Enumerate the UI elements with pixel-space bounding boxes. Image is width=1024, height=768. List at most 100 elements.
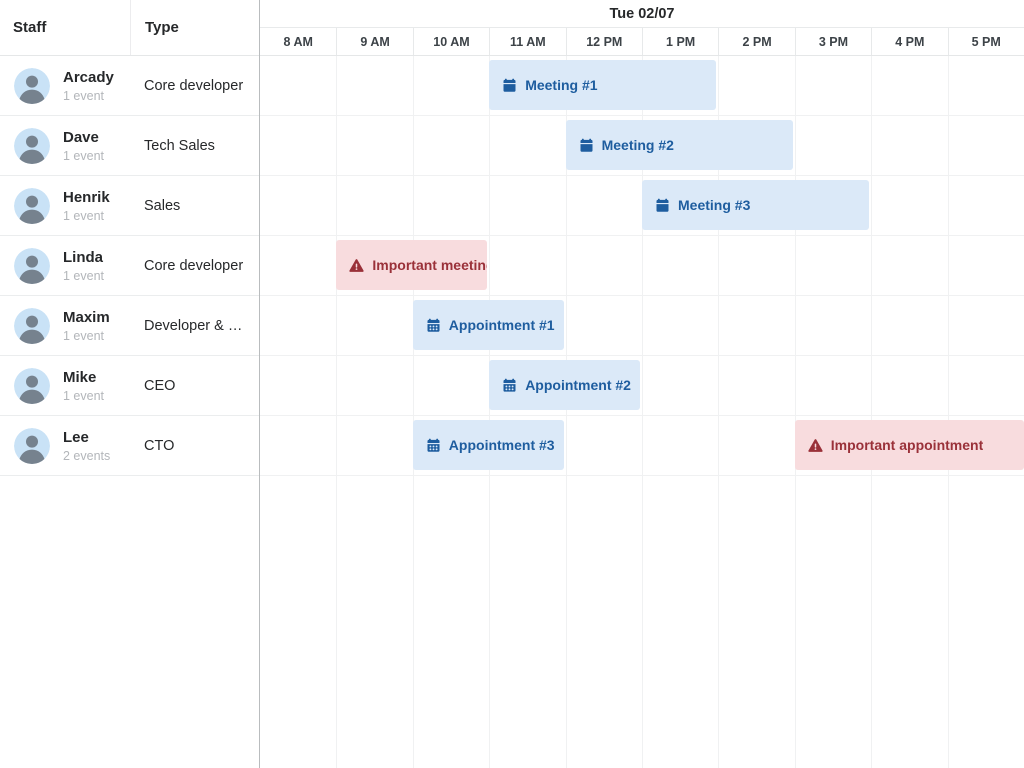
timeline-lane[interactable] [260, 296, 1024, 356]
staff-event-count: 1 event [63, 268, 105, 283]
staff-meta: Lee 2 events [63, 429, 110, 463]
calendar-icon [579, 138, 594, 153]
timeline: Tue 02/07 8 AM 9 AM 10 AM 11 AM 12 PM 1 PM 2 P… [260, 0, 1024, 768]
avatar [14, 247, 50, 284]
time-header-cell: 9 AM [336, 28, 412, 55]
grid-line [871, 56, 873, 768]
staff-name: Linda [63, 248, 103, 266]
staff-name: Mike [63, 368, 97, 386]
time-header-cell: 4 PM [871, 28, 947, 55]
time-header-cell: 11 AM [489, 28, 565, 55]
event-title: Appointment #2 [525, 377, 631, 393]
time-header-cell: 5 PM [947, 28, 1024, 55]
calendar-icon [655, 198, 670, 213]
time-header-cell: 2 PM [718, 28, 794, 55]
staff-row[interactable]: Mike 1 event CEO [0, 356, 259, 416]
event-title: Meeting #2 [601, 137, 674, 153]
event[interactable]: Important appointment [794, 420, 1024, 470]
time-header-cell: 10 AM [412, 28, 489, 55]
staff-rows: Arcady 1 event Core developer Dave 1 eve… [0, 56, 259, 476]
grid-line [718, 56, 720, 768]
staff-type: CEO [144, 377, 176, 394]
resource-panel-header: Staff Type [0, 0, 259, 56]
staff-event-count: 1 event [63, 208, 105, 223]
avatar [14, 367, 50, 404]
staff-name: Maxim [63, 308, 110, 326]
staff-row[interactable]: Arcady 1 event Core developer [0, 56, 259, 116]
event[interactable]: Meeting #1 [489, 60, 717, 110]
timeline-lane[interactable] [260, 236, 1024, 296]
calendar-grid-icon [426, 438, 441, 453]
timeline-lane[interactable] [260, 116, 1024, 176]
staff-column-header: Staff [13, 19, 47, 36]
time-header-cell: 3 PM [794, 28, 871, 55]
staff-event-count: 2 events [63, 448, 111, 463]
staff-row[interactable]: Lee 2 events CTO [0, 416, 259, 476]
type-column-header: Type [145, 19, 179, 36]
staff-event-count: 1 event [63, 388, 105, 403]
staff-type: Developer & UX stuff [144, 317, 244, 334]
staff-type: Core developer [144, 257, 244, 274]
staff-row[interactable]: Maxim 1 event Developer & UX stuff [0, 296, 259, 356]
grid-vlines [260, 56, 1024, 768]
staff-meta: Maxim 1 event [63, 309, 110, 343]
date-header: Tue 02/07 [260, 0, 1024, 28]
staff-meta: Henrik 1 event [63, 189, 110, 223]
event-title: Important appointment [830, 437, 984, 453]
event-title: Appointment #1 [448, 317, 555, 333]
timeline-lane[interactable] [260, 176, 1024, 236]
time-header-cell: 8 AM [283, 34, 313, 49]
warning-icon [349, 258, 365, 273]
staff-name: Lee [63, 428, 89, 446]
grid-line [336, 56, 338, 768]
timeline-lane[interactable] [260, 56, 1024, 116]
staff-type: Sales [144, 197, 181, 214]
calendar-grid-icon [502, 378, 517, 393]
staff-row[interactable]: Henrik 1 event Sales [0, 176, 259, 236]
event-title: Appointment #3 [448, 437, 555, 453]
avatar [14, 307, 50, 344]
warning-icon [808, 438, 823, 453]
time-header: 8 AM 9 AM 10 AM 11 AM 12 PM 1 PM 2 PM 3 PM 4 PM 5… [260, 28, 1024, 56]
grid-line [642, 56, 643, 768]
grid-line [565, 56, 567, 768]
event[interactable]: Meeting #2 [565, 120, 793, 170]
calendar-icon [502, 78, 517, 93]
staff-event-count: 1 event [63, 88, 105, 103]
staff-name: Dave [63, 128, 99, 146]
staff-row[interactable]: Linda 1 event Core developer [0, 236, 259, 296]
staff-meta: Dave 1 event [63, 129, 104, 163]
avatar [14, 127, 50, 164]
time-header-cell: 1 PM [641, 28, 718, 55]
event[interactable]: Appointment #1 [412, 300, 564, 350]
staff-type: Tech Sales [144, 137, 215, 154]
event[interactable]: Appointment #2 [489, 360, 640, 410]
event[interactable]: Important meeting [336, 240, 488, 290]
staff-meta: Arcady 1 event [63, 69, 114, 103]
timeline-lane[interactable] [260, 416, 1024, 476]
staff-meta: Mike 1 event [63, 369, 104, 403]
grid-line [489, 56, 491, 768]
avatar [14, 187, 50, 224]
staff-meta: Linda 1 event [63, 249, 104, 283]
grid-line [794, 56, 796, 768]
staff-event-count: 1 event [63, 328, 105, 343]
grid-line [412, 56, 414, 768]
resource-panel: Staff Type Arcady 1 event Core developer… [0, 0, 260, 768]
staff-row[interactable]: Dave 1 event Tech Sales [0, 116, 259, 176]
event[interactable]: Appointment #3 [412, 420, 564, 470]
event-title: Important meeting [372, 257, 488, 273]
event[interactable]: Meeting #3 [642, 180, 870, 230]
staff-event-count: 1 event [63, 148, 105, 163]
staff-name: Henrik [63, 188, 110, 206]
calendar-grid-icon [426, 318, 441, 333]
avatar [14, 67, 50, 104]
event-title: Meeting #1 [525, 77, 598, 93]
time-header-cell: 12 PM [565, 28, 642, 55]
grid-line [947, 56, 949, 768]
grid-body: Meeting #1 Meeting #2 Meeting #3 Important … [260, 56, 1024, 768]
timeline-lane[interactable] [260, 356, 1024, 416]
date-label: Tue 02/07 [609, 5, 675, 22]
avatar [14, 427, 50, 464]
